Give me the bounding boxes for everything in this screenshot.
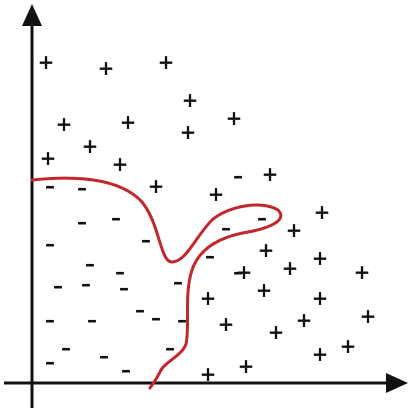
negative-sample-mark: – [45, 174, 55, 198]
negative-sample-mark: – [233, 164, 243, 188]
positive-sample-mark: + [56, 112, 73, 136]
positive-sample-mark: + [256, 278, 273, 302]
positive-sample-mark: + [200, 286, 217, 310]
negative-sample-mark: – [111, 206, 121, 230]
positive-sample-mark: + [314, 200, 331, 224]
axes [4, 4, 408, 408]
negative-sample-mark: – [173, 270, 183, 294]
positive-sample-mark: + [236, 260, 253, 284]
positive-sample-mark: + [286, 218, 303, 242]
positive-sample-mark: + [282, 256, 299, 280]
negative-sample-mark: – [45, 308, 55, 332]
positive-sample-mark: + [112, 152, 129, 176]
positive-sample-mark: + [268, 320, 285, 344]
negative-sample-mark: – [81, 272, 91, 296]
negative-sample-mark: – [221, 216, 231, 240]
positive-sample-mark: + [148, 174, 165, 198]
positive-sample-mark: + [208, 182, 225, 206]
negative-sample-mark: – [121, 358, 131, 382]
positive-sample-mark: + [158, 50, 175, 74]
negative-sample-mark: – [87, 308, 97, 332]
negative-sample-mark: – [45, 232, 55, 256]
positive-sample-mark: + [312, 246, 329, 270]
positive-samples: + + +++ + +++ +++ ++++++ + ++++ +++ + ++ +++ [38, 50, 377, 386]
positive-sample-mark: + [262, 162, 279, 186]
positive-sample-mark: + [354, 260, 371, 284]
positive-sample-mark: + [312, 286, 329, 310]
positive-sample-mark: + [226, 106, 243, 130]
positive-sample-mark: + [360, 304, 377, 328]
negative-sample-mark: – [233, 260, 243, 284]
positive-sample-mark: + [120, 110, 137, 134]
positive-sample-mark: + [312, 342, 329, 366]
positive-sample-mark: + [218, 312, 235, 336]
positive-sample-mark: + [82, 134, 99, 158]
negative-sample-mark: – [61, 336, 71, 360]
negative-sample-mark: – [53, 274, 63, 298]
x-axis-arrowhead [386, 373, 408, 393]
negative-sample-mark: – [177, 308, 187, 332]
positive-sample-mark: + [296, 308, 313, 332]
negative-sample-mark: – [115, 260, 125, 284]
negative-sample-mark: – [119, 276, 129, 300]
negative-samples: – – –– – – –– ––– –– – – – ––– – – –– – ––– [45, 164, 267, 382]
positive-sample-mark: + [340, 334, 357, 358]
negative-sample-mark: – [99, 344, 109, 368]
positive-sample-mark: + [258, 238, 275, 262]
positive-sample-mark: + [200, 362, 217, 386]
decision-boundary [30, 176, 283, 390]
negative-sample-mark: – [257, 206, 267, 230]
positive-sample-mark: + [40, 146, 57, 170]
positive-sample-mark: + [98, 56, 115, 80]
positive-sample-mark: + [38, 50, 55, 74]
y-axis-arrowhead [22, 4, 42, 26]
negative-sample-mark: – [141, 228, 151, 252]
negative-sample-mark: – [45, 350, 55, 374]
negative-sample-mark: – [205, 244, 215, 268]
positive-sample-mark: + [238, 354, 255, 378]
negative-sample-mark: – [151, 306, 161, 330]
negative-sample-mark: – [135, 298, 145, 322]
negative-sample-mark: – [85, 252, 95, 276]
positive-sample-mark: + [182, 88, 199, 112]
negative-sample-mark: – [165, 336, 175, 360]
positive-sample-mark: + [180, 120, 197, 144]
negative-sample-mark: – [77, 176, 87, 200]
negative-sample-mark: – [77, 210, 87, 234]
